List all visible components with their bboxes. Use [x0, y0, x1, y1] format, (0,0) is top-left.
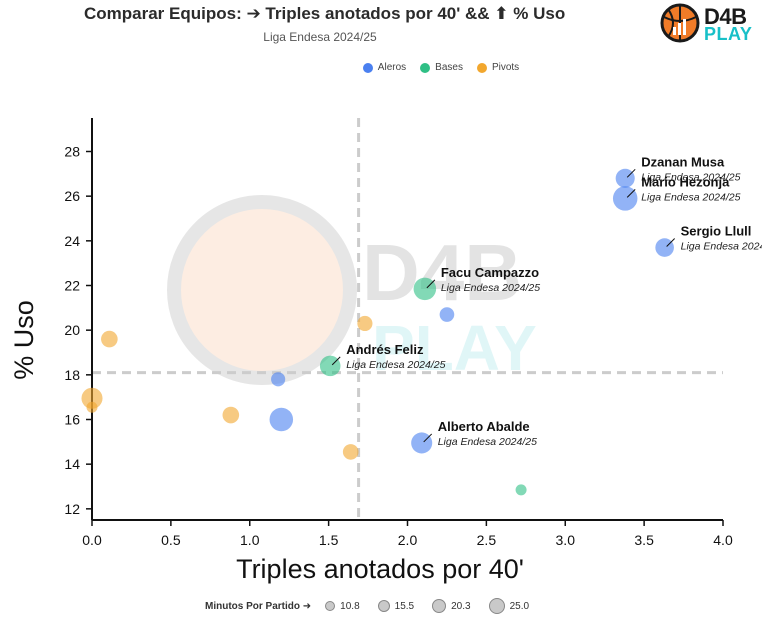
y-tick-label: 28: [64, 144, 80, 160]
legend-item-pivots[interactable]: Pivots: [476, 62, 520, 73]
size-legend-item: 15.5: [377, 600, 415, 612]
y-tick-label: 24: [64, 233, 80, 249]
size-legend-value: 15.5: [394, 600, 415, 612]
point-label-leader: [423, 433, 433, 443]
legend-label-aleros: Aleros: [377, 62, 407, 73]
data-point: [101, 330, 118, 348]
point-label-season: Liga Endesa 2024/25: [438, 436, 537, 448]
point-label-leader: [331, 356, 341, 366]
legend-item-aleros[interactable]: Aleros: [243, 62, 406, 73]
x-tick-label: 1.5: [319, 532, 339, 548]
data-point: [615, 168, 635, 188]
data-point: [319, 355, 341, 377]
legend-marker-bases: [420, 62, 431, 73]
point-label-name: Andrés Feliz: [346, 342, 424, 357]
y-tick-label: 26: [64, 188, 80, 204]
size-legend-item: 25.0: [488, 598, 530, 614]
chart-subtitle: Liga Endesa 2024/25: [263, 30, 377, 44]
size-legend-item: 10.8: [325, 600, 360, 612]
data-point: [515, 484, 527, 496]
data-point: [81, 387, 103, 409]
d4b-play-logo: D4B PLAY: [660, 3, 760, 45]
data-point: [612, 186, 638, 211]
legend-marker-pivots: [476, 62, 487, 73]
size-legend-circle: [488, 598, 505, 614]
basketball-logo-icon: [660, 3, 700, 43]
legend-label-pivots: Pivots: [491, 62, 520, 73]
point-label-name: Facu Campazzo: [441, 265, 539, 280]
point-label-season: Liga Endesa 2024/25: [441, 282, 540, 294]
point-label-name: Mario Hezonja: [641, 174, 730, 189]
data-point: [271, 372, 286, 387]
point-label-name: Sergio Llull: [681, 224, 752, 239]
size-legend-value: 10.8: [340, 600, 360, 612]
x-tick-label: 2.0: [398, 532, 418, 548]
x-tick-label: 0.0: [82, 532, 102, 548]
x-tick-label: 4.0: [713, 532, 733, 548]
chart-title: Comparar Equipos: ➔ Triples anotados por…: [84, 4, 566, 23]
logo-text-d4b: D4B: [704, 4, 747, 29]
size-legend-value: 25.0: [509, 600, 530, 612]
point-label-leader: [626, 189, 636, 198]
y-tick-label: 22: [64, 278, 80, 294]
watermark-text-d4b: D4B: [362, 228, 522, 317]
point-label-leader: [426, 279, 436, 289]
x-axis-label: Triples anotados por 40': [236, 554, 524, 584]
data-point: [86, 401, 98, 413]
watermark-ball-icon: [167, 195, 357, 385]
point-label-leader: [666, 238, 675, 247]
x-tick-label: 3.0: [556, 532, 576, 548]
point-label-name: Dzanan Musa: [641, 154, 725, 169]
point-label-leader: [626, 168, 636, 178]
x-tick-label: 2.5: [477, 532, 497, 548]
logo-text-play: PLAY: [704, 24, 753, 44]
data-point: [655, 238, 674, 257]
point-label-name: Alberto Abalde: [438, 419, 530, 434]
size-legend-item: 20.3: [432, 599, 471, 613]
y-axis-label: % Uso: [9, 300, 39, 380]
point-label-season: Liga Endesa 2024/25: [681, 241, 762, 253]
data-point: [222, 406, 240, 424]
data-point: [342, 444, 359, 460]
size-legend: Minutos Por Partido ➜ 10.8 15.5 20.3 25.…: [205, 598, 547, 614]
size-legend-circle: [377, 600, 390, 612]
data-point: [357, 315, 373, 332]
x-tick-label: 0.5: [161, 532, 181, 548]
chart-legend: Aleros Bases Pivots: [0, 62, 762, 73]
size-legend-circle: [325, 601, 336, 611]
y-tick-label: 12: [64, 501, 80, 517]
legend-marker-aleros: [362, 62, 373, 73]
legend-label-bases: Bases: [435, 62, 463, 73]
data-point: [439, 307, 455, 322]
x-tick-label: 1.0: [240, 532, 260, 548]
data-point: [413, 277, 437, 301]
size-legend-circle: [432, 599, 447, 613]
size-legend-title: Minutos Por Partido ➜: [205, 600, 312, 612]
point-label-season: Liga Endesa 2024/25: [641, 171, 740, 183]
y-tick-label: 14: [64, 456, 80, 472]
data-point: [411, 432, 433, 454]
point-label-season: Liga Endesa 2024/25: [346, 359, 445, 371]
size-legend-value: 20.3: [451, 600, 471, 612]
y-tick-label: 18: [64, 367, 80, 383]
legend-item-bases[interactable]: Bases: [420, 62, 463, 73]
x-tick-label: 3.5: [634, 532, 654, 548]
y-tick-label: 16: [64, 412, 80, 428]
point-label-season: Liga Endesa 2024/25: [641, 191, 740, 203]
data-point: [269, 407, 294, 432]
y-tick-label: 20: [64, 322, 80, 338]
